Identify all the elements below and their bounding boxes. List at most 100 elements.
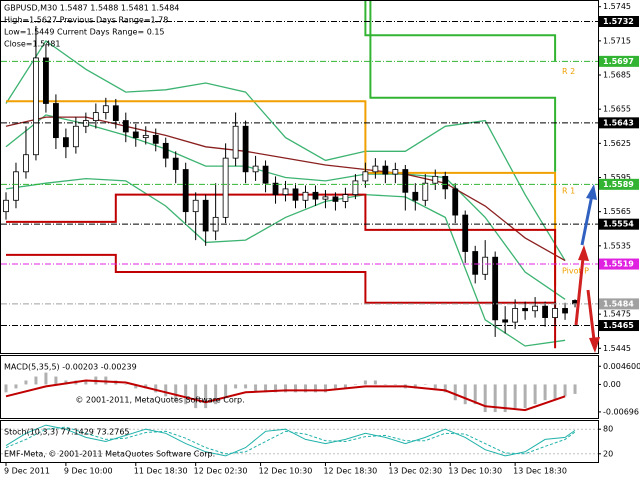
candle-body [302,191,309,201]
price-label: 1.5589 [603,180,634,189]
candle-body [552,308,558,318]
line-series [5,114,566,300]
panel-title: MACD(5,35,5) -0.00203 -0.00239 [4,363,137,372]
x-tick-label: 13 Dec 02:30 [388,467,442,476]
price-label-box [599,218,639,230]
candle-body [352,180,359,195]
candle-body [462,214,469,252]
candle-body [122,120,129,133]
pivot-label: R 1 [562,187,575,196]
info-line: High=1.5627 Previous Days Range=1.78 [4,16,168,25]
line-series [364,1,557,62]
candle-body [522,308,529,312]
candle-body [23,154,29,173]
arrow-up-red [574,257,585,326]
line-series [5,426,576,455]
macd-bar [34,376,38,385]
macd-bar [204,384,208,409]
x-tick-label: 9 Dec 2011 [4,467,50,476]
candle-body [282,188,289,195]
pivot-label: R 2 [562,67,575,76]
candle-body [442,175,449,190]
candle-body [192,199,199,213]
info-line: Low=1.5449 Current Days Range= 0.15 [4,28,165,37]
candle-body [33,57,39,156]
candle-body [322,196,329,200]
line-series [5,116,566,262]
price-label-box [599,117,639,129]
stoch-panel-border [0,420,599,463]
candle-body [202,199,209,232]
macd-bar [174,384,178,401]
candle-body [13,171,19,201]
macd-bar [373,380,377,385]
candle-body [532,305,539,312]
price-label: 1.5643 [603,118,634,127]
macd-bar [383,384,387,385]
y-tick-label: 1.5565 [603,207,631,216]
candle-body [422,182,429,201]
candle-body [362,171,369,182]
candle-body [542,305,548,318]
candle-body [562,308,568,314]
macd-bar [184,384,188,405]
candle-body [142,134,149,139]
price-label-box [599,258,639,270]
price-label-box [599,320,639,332]
macd-bar [483,384,487,413]
arrow-head-blue [586,184,597,200]
arrow-down-red [586,289,596,341]
macd-bar [244,384,248,389]
candle-body [252,165,259,173]
candle-body [62,137,69,148]
candle-body [272,182,279,195]
candle-body [512,308,519,323]
price-label: 1.5554 [603,220,634,229]
y-tick-label: 1.5685 [603,71,631,80]
y-tick-label: 1.5625 [603,139,631,148]
arrow-head-red [578,245,589,261]
candle-body [43,57,49,104]
price-label-box [599,178,639,190]
candle-body [262,165,269,184]
y-tick-label: 80 [603,425,613,434]
candle-body [332,196,339,202]
candle-body [172,157,179,170]
macd-bar [44,372,48,385]
price-label-box [599,15,639,27]
candle-body [182,169,189,213]
chart-title: GBPUSD,M30 1.5487 1.5488 1.5481 1.5484 [4,4,179,13]
line-series [5,424,576,457]
macd-bar [393,384,397,385]
macd-bar [164,384,168,397]
watermark: © 2001-2011, MetaQuotes Software Corp. [75,396,244,405]
macd-bar [423,384,427,385]
macd-bar [84,380,88,385]
panel-title: Stoch(10,3,3) 77.1429 73.2765 [4,428,130,437]
macd-bar [274,384,278,393]
macd-bar [463,384,467,405]
y-tick-label: 0.004600 [603,362,640,371]
candle-body [232,125,239,159]
macd-bar [313,384,317,393]
candle-body [392,169,399,175]
x-tick-label: 11 Dec 18:30 [134,467,188,476]
y-tick-label: 1.5535 [603,241,631,250]
candle-body [82,120,89,127]
macd-bar [54,376,58,385]
price-label-box [599,298,639,310]
x-tick-label: 9 Dec 10:00 [64,467,113,476]
macd-bar [24,380,28,385]
info-line: Close=1.5481 [4,40,61,49]
price-label: 1.5465 [603,321,634,330]
price-label-box [599,55,639,67]
line-series [5,379,566,412]
candle-body [342,194,349,202]
price-label: 1.5697 [603,57,634,66]
y-tick-label: 1.5745 [603,2,631,11]
macd-bar [194,384,198,409]
candle-body [53,103,59,139]
candle-body [132,131,139,139]
